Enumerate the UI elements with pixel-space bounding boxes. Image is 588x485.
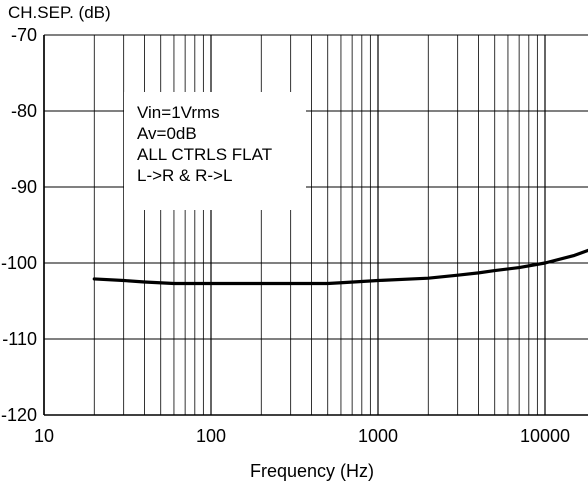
- condition-note-line: Av=0dB: [137, 124, 197, 143]
- annotation-box: [124, 92, 306, 210]
- y-tick-label: -90: [11, 177, 37, 197]
- x-axis-label: Frequency (Hz): [250, 461, 374, 481]
- annotation-layer: Vin=1Vrms Av=0dB ALL CTRLS FLAT L->R & R->L: [137, 103, 272, 185]
- series-layer: [92, 248, 588, 286]
- x-tick-label: 10: [34, 426, 54, 446]
- y-tick-label: -70: [11, 25, 37, 45]
- channel-separation-series-line: [92, 248, 588, 286]
- x-tick-label: 1000: [358, 426, 398, 446]
- y-tick-label: -110: [2, 329, 37, 349]
- condition-note-line: L->R & R->L: [137, 166, 232, 185]
- y-axis-label: CH.SEP. (dB): [8, 3, 111, 22]
- x-tick-label: 100: [196, 426, 226, 446]
- x-tick-label: 10000: [520, 426, 570, 446]
- condition-note-line: ALL CTRLS FLAT: [137, 145, 272, 164]
- y-tick-label: -100: [1, 253, 37, 273]
- condition-note-line: Vin=1Vrms: [137, 103, 220, 122]
- y-tick-label: -120: [1, 405, 37, 425]
- y-tick-label: -80: [11, 101, 37, 121]
- axis-layer: [43, 35, 588, 416]
